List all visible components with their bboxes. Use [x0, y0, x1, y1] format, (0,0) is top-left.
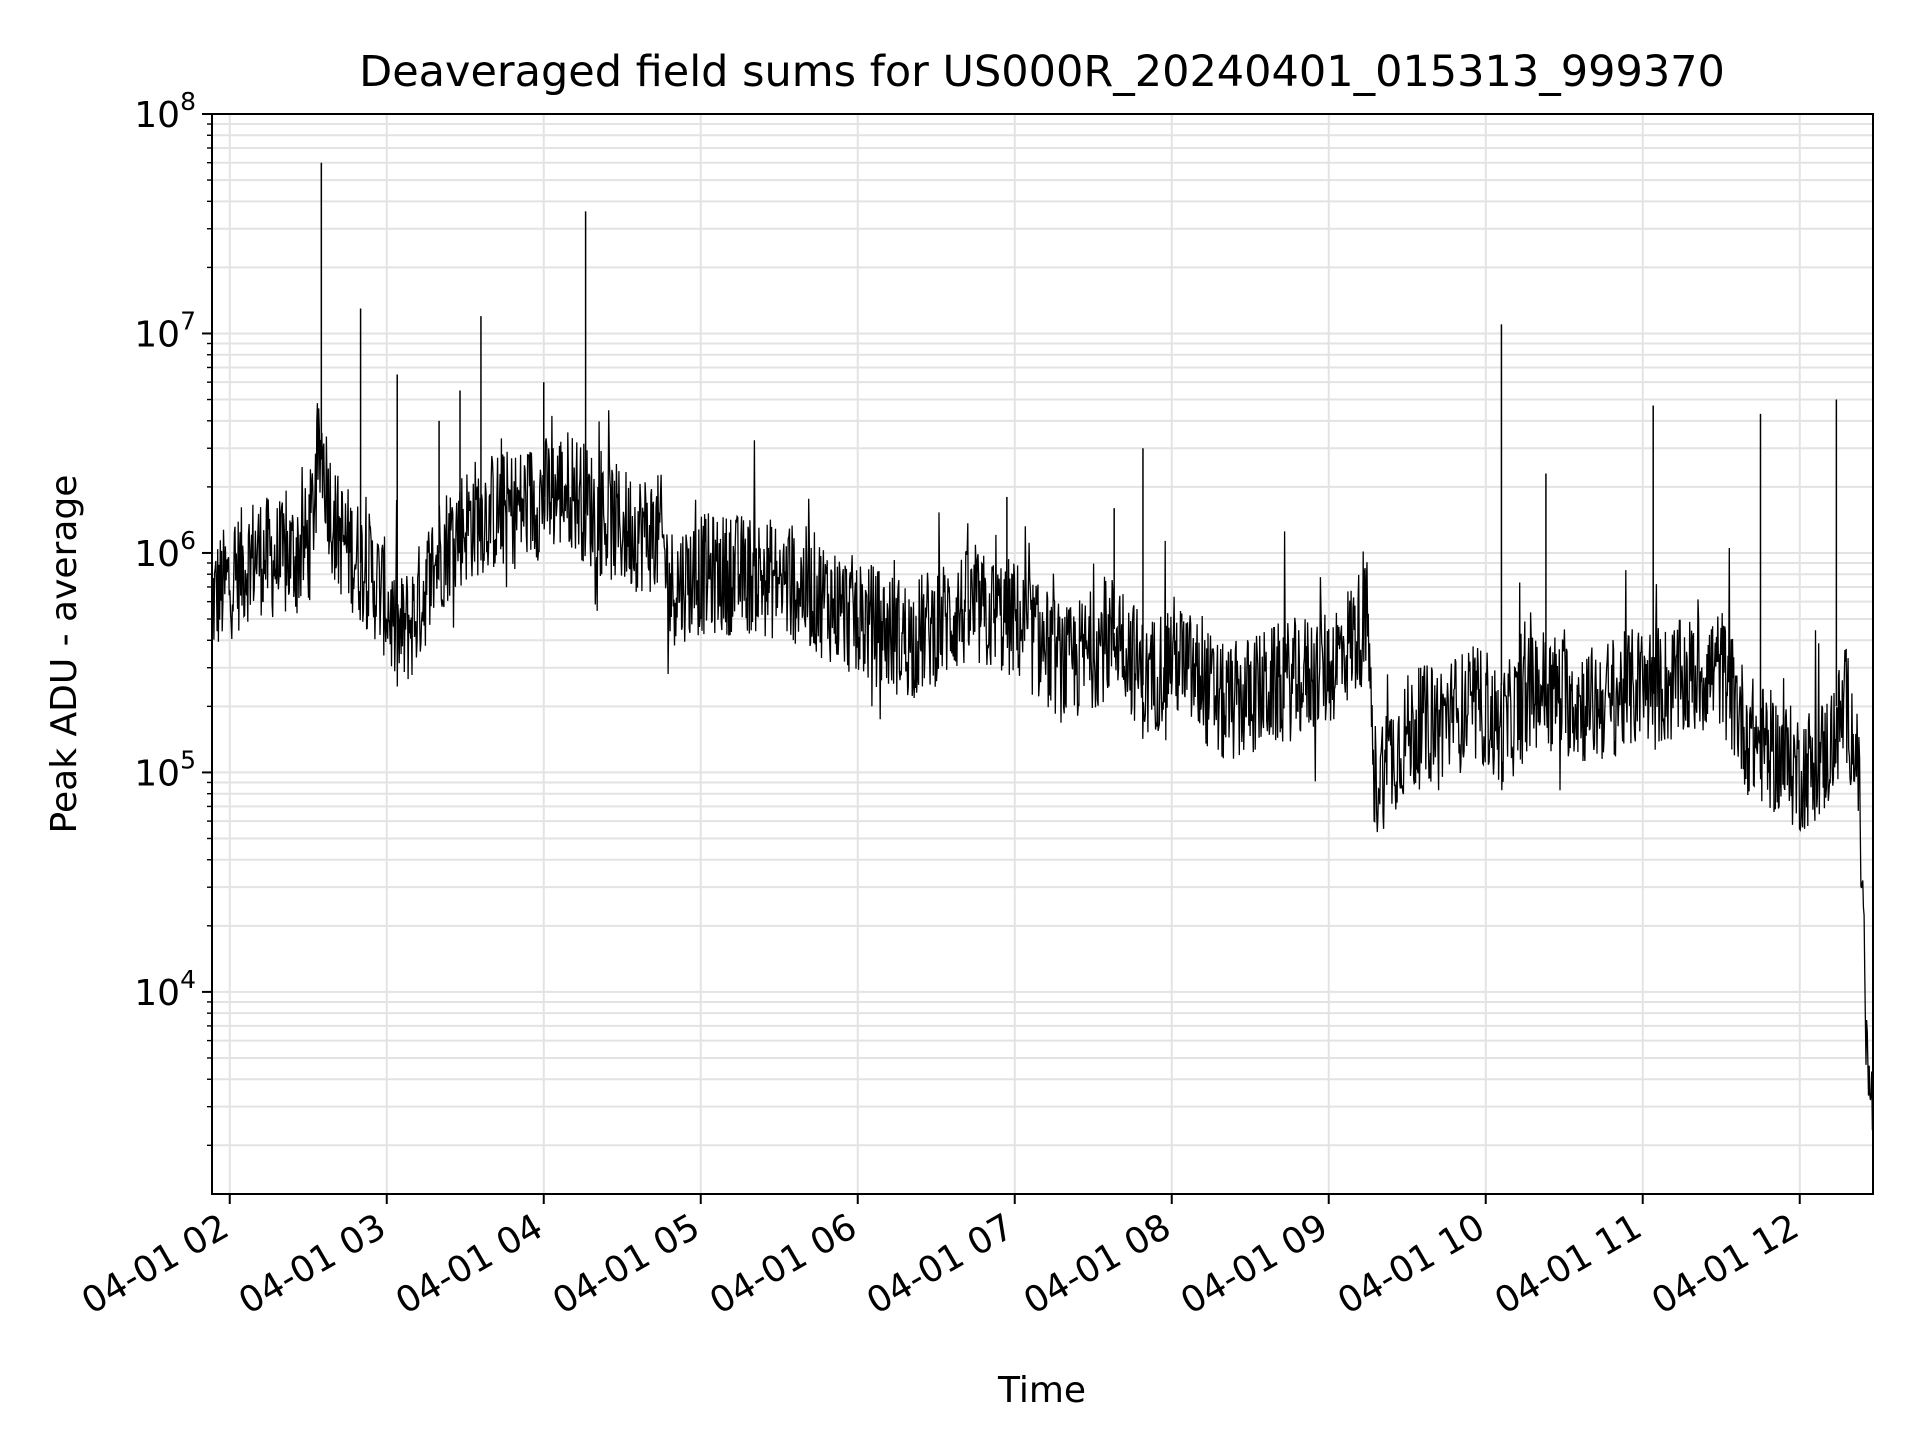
axes-frame — [211, 113, 1874, 1195]
x-tick-label: 04-01 11 — [1488, 1206, 1649, 1322]
y-tick-label: 104 — [134, 965, 196, 1014]
y-tick-label: 108 — [134, 87, 196, 136]
chart-title: Deaveraged field sums for US000R_2024040… — [359, 47, 1725, 97]
series-line — [211, 403, 1874, 1131]
x-tick-label: 04-01 09 — [1174, 1206, 1335, 1322]
x-axis-label: Time — [997, 1370, 1086, 1411]
x-tick-label: 04-01 10 — [1331, 1206, 1492, 1322]
x-tick-label: 04-01 04 — [389, 1206, 550, 1322]
y-tick-label: 107 — [134, 306, 196, 355]
x-tick-label: 04-01 07 — [860, 1206, 1021, 1322]
y-tick-label: 106 — [134, 526, 196, 575]
x-tick-label: 04-01 05 — [546, 1206, 707, 1322]
y-axis-label: Peak ADU - average — [44, 475, 85, 834]
y-tick-label: 105 — [134, 745, 196, 794]
x-tick-label: 04-01 12 — [1645, 1206, 1806, 1322]
x-tick-label: 04-01 06 — [703, 1206, 864, 1322]
x-tick-label: 04-01 03 — [232, 1206, 393, 1322]
plot-area — [211, 162, 1874, 1131]
y-axis-ticks: 104 105 106 107 108 — [134, 87, 212, 1147]
x-tick-label: 04-01 02 — [75, 1206, 236, 1322]
grid-lines — [212, 113, 1873, 1194]
x-tick-label: 04-01 08 — [1017, 1206, 1178, 1322]
